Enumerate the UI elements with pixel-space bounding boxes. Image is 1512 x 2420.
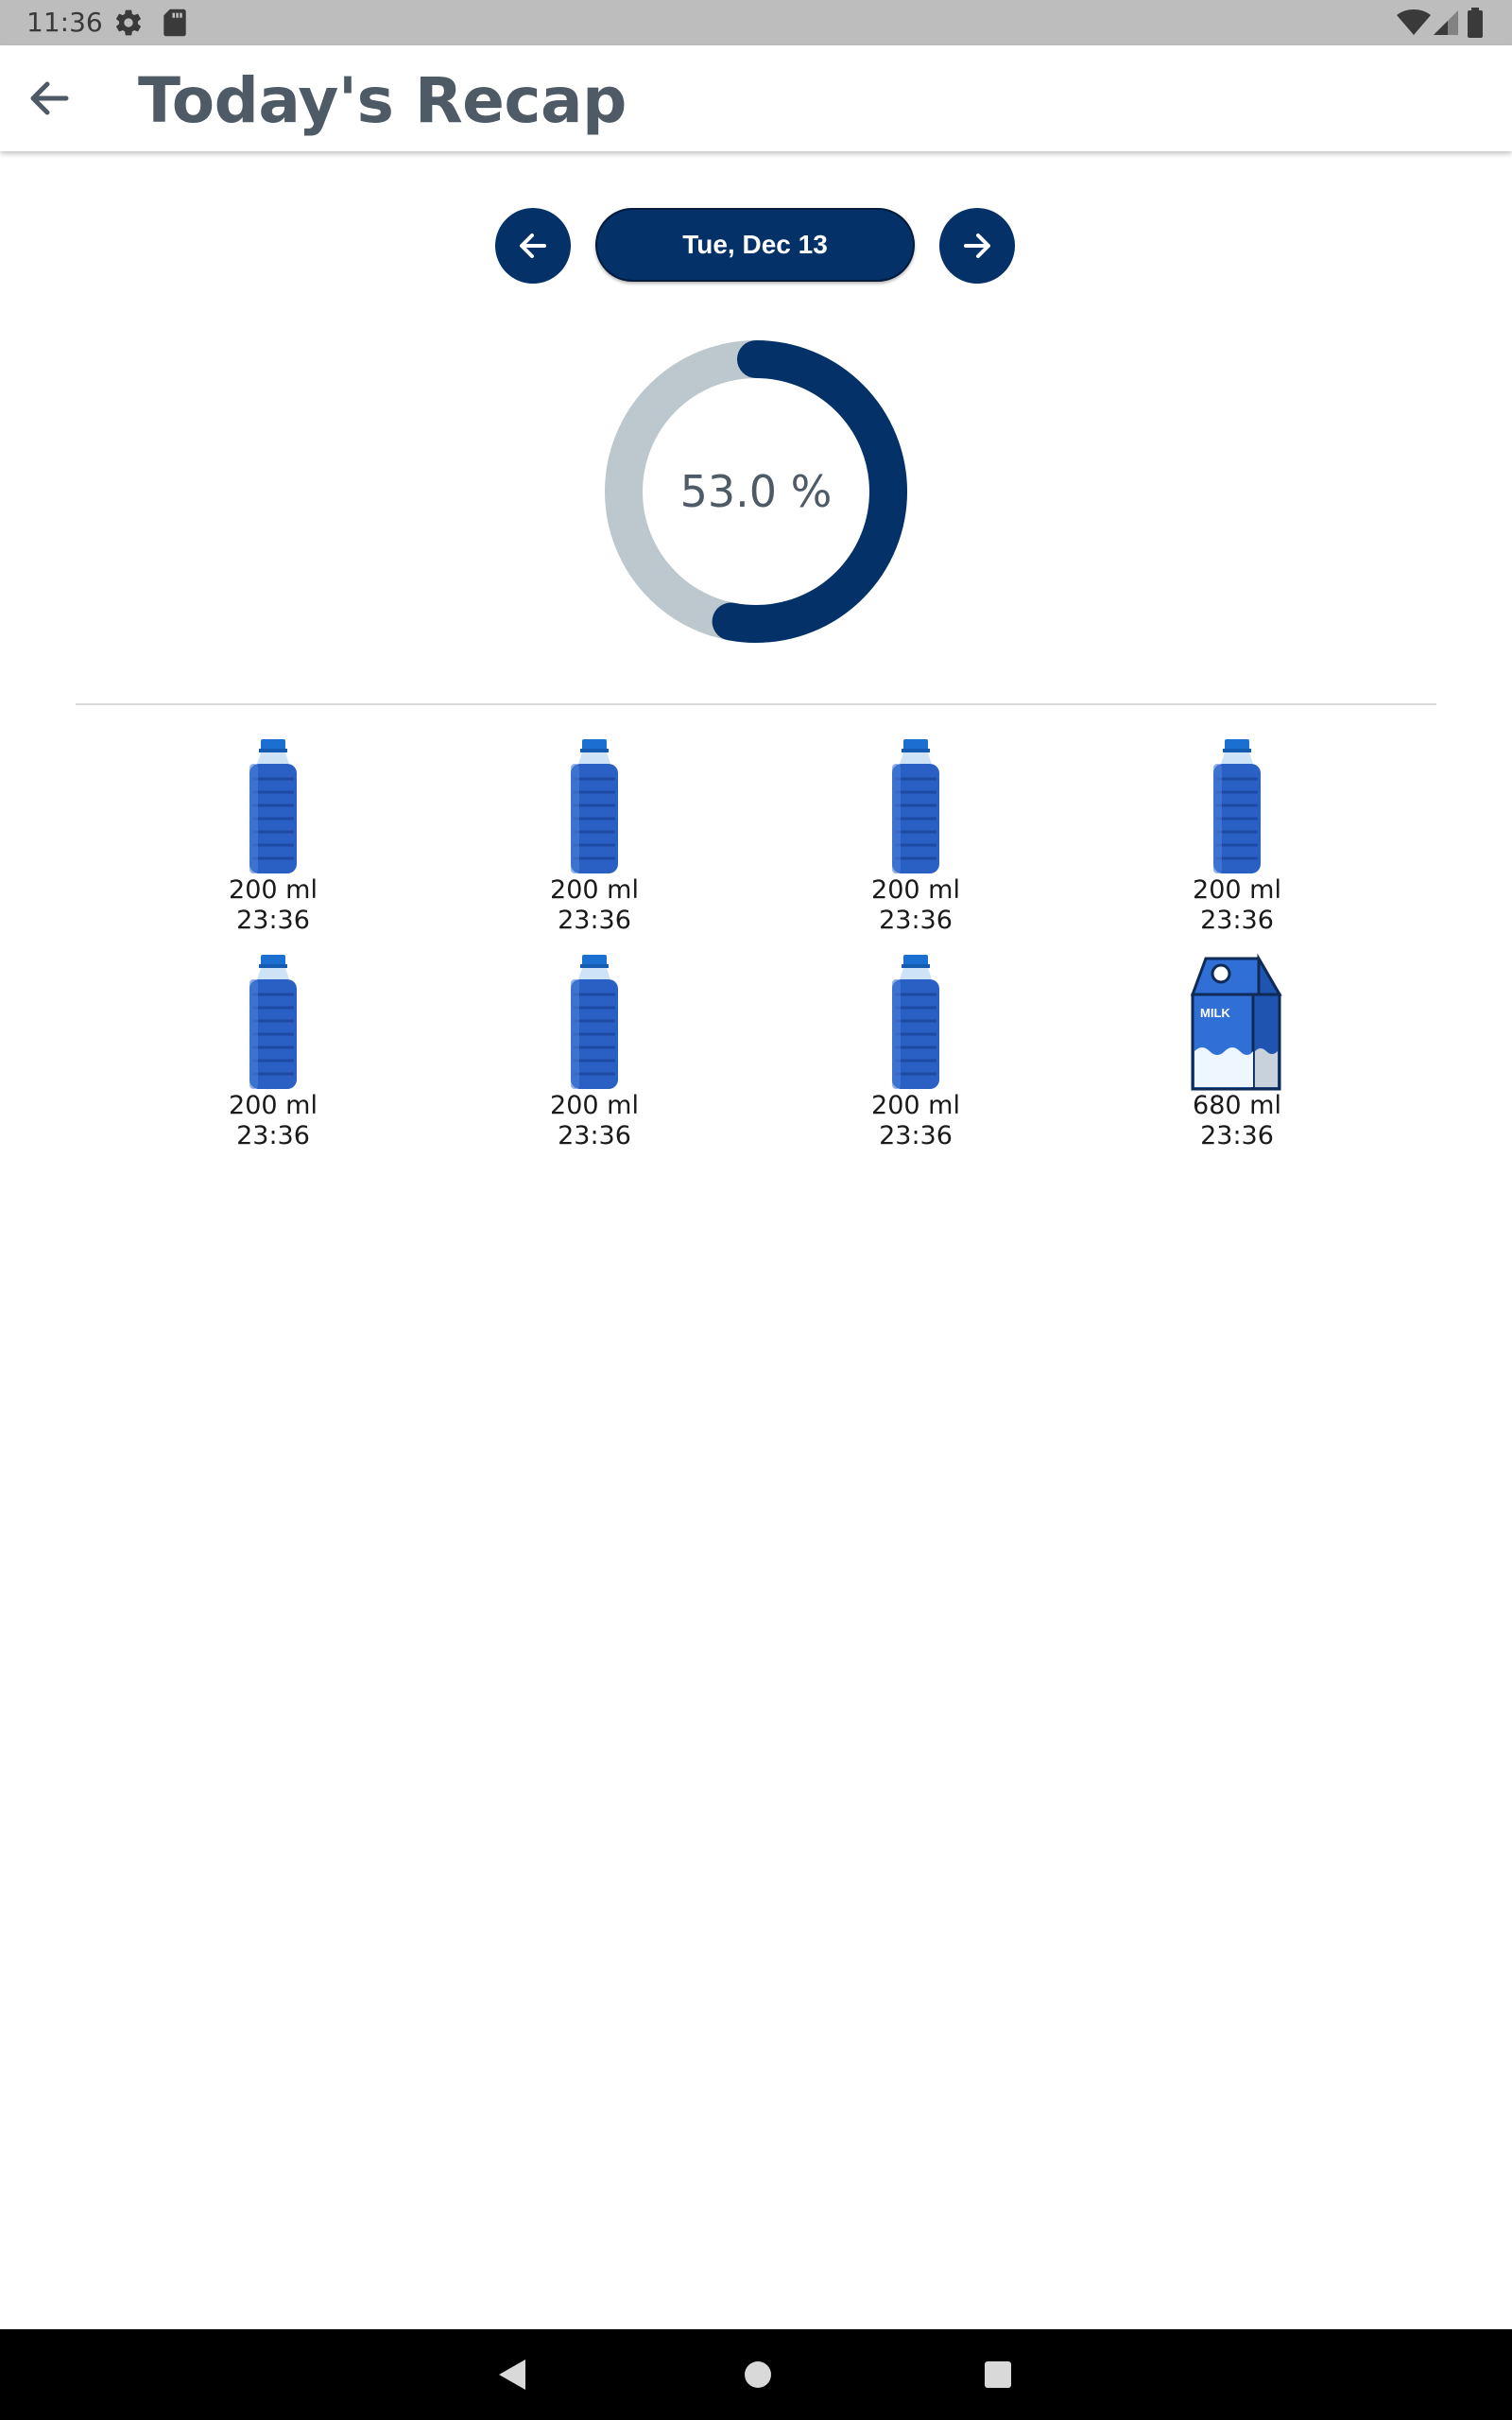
- intake-amount: 200 ml: [229, 875, 318, 905]
- divider: [76, 703, 1436, 705]
- recents-square-icon[interactable]: [983, 2360, 1013, 2390]
- intake-amount: 200 ml: [871, 1091, 960, 1120]
- system-nav-bar: [0, 2329, 1512, 2420]
- intake-item[interactable]: 200 ml 23:36: [500, 953, 689, 1151]
- status-time: 11:36: [26, 7, 103, 38]
- previous-day-button[interactable]: [495, 208, 571, 284]
- water-bottle-icon: [249, 955, 297, 1089]
- intake-item[interactable]: 200 ml 23:36: [821, 737, 1010, 936]
- carton-label: MILK: [1200, 1006, 1230, 1020]
- back-button[interactable]: [19, 70, 79, 127]
- water-bottle-icon: [249, 739, 297, 873]
- water-bottle-icon: [892, 955, 939, 1089]
- arrow-left-icon: [30, 81, 69, 115]
- intake-amount: 200 ml: [871, 875, 960, 905]
- wifi-icon: [1397, 9, 1431, 35]
- water-bottle-icon: [571, 955, 618, 1089]
- progress-percentage: 53.0 %: [679, 466, 833, 517]
- intake-amount: 200 ml: [229, 1091, 318, 1120]
- home-circle-icon[interactable]: [741, 2358, 775, 2392]
- intake-item[interactable]: MILK 680 ml 23:36: [1143, 953, 1332, 1151]
- intake-amount: 680 ml: [1193, 1091, 1281, 1120]
- arrow-left-icon: [520, 233, 546, 258]
- gear-icon: [116, 9, 141, 36]
- intake-amount: 200 ml: [1193, 875, 1281, 905]
- intake-time: 23:36: [236, 1121, 310, 1150]
- intake-item[interactable]: 200 ml 23:36: [821, 953, 1010, 1151]
- intake-time: 23:36: [879, 906, 953, 935]
- intake-time: 23:36: [236, 906, 310, 935]
- sd-card-icon: [163, 9, 186, 37]
- intake-item[interactable]: 200 ml 23:36: [500, 737, 689, 936]
- water-bottle-icon: [571, 739, 618, 873]
- status-bar: 11:36: [0, 0, 1512, 45]
- app-bar: Today's Recap: [0, 45, 1512, 151]
- arrow-right-icon: [964, 233, 990, 258]
- water-bottle-icon: [892, 739, 939, 873]
- date-button[interactable]: Tue, Dec 13: [595, 208, 915, 282]
- back-triangle-icon[interactable]: [495, 2356, 529, 2394]
- intake-time: 23:36: [879, 1121, 953, 1150]
- intake-item[interactable]: 200 ml 23:36: [179, 737, 368, 936]
- intake-item[interactable]: 200 ml 23:36: [179, 953, 368, 1151]
- signal-icon: [1434, 10, 1458, 35]
- progress-fill: [605, 340, 907, 643]
- intake-amount: 200 ml: [550, 875, 639, 905]
- intake-time: 23:36: [558, 1121, 631, 1150]
- intake-item[interactable]: 200 ml 23:36: [1143, 737, 1332, 936]
- milk-carton-icon: MILK: [1190, 953, 1282, 1091]
- next-day-button[interactable]: [939, 208, 1015, 284]
- intake-time: 23:36: [558, 906, 631, 935]
- page-title: Today's Recap: [138, 64, 627, 137]
- intake-amount: 200 ml: [550, 1091, 639, 1120]
- water-bottle-icon: [1213, 739, 1261, 873]
- battery-icon: [1468, 8, 1483, 38]
- intake-time: 23:36: [1200, 1121, 1274, 1150]
- intake-time: 23:36: [1200, 906, 1274, 935]
- progress-ring: [605, 340, 907, 643]
